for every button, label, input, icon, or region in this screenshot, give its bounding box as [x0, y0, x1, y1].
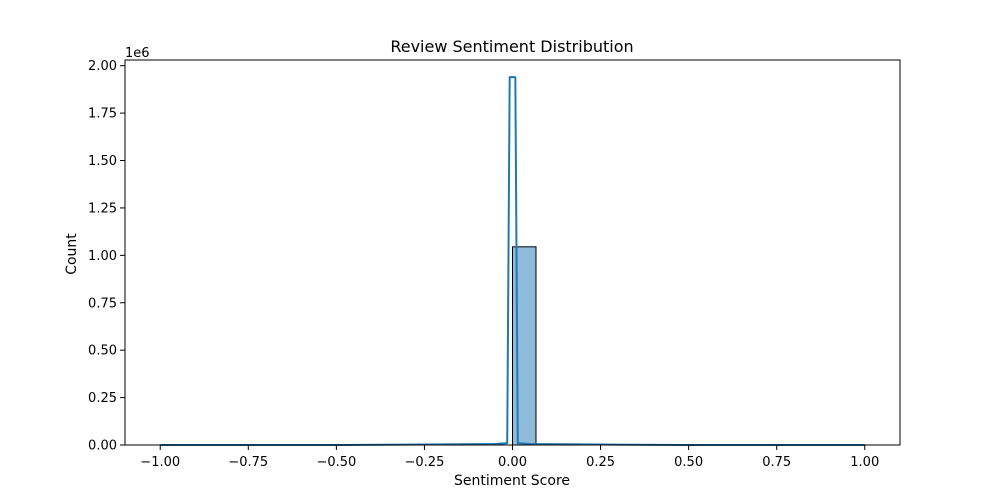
x-tick-label: 0.00: [498, 455, 527, 470]
y-axis-label: Count: [64, 233, 80, 275]
x-tick-label: −0.25: [405, 455, 445, 470]
x-tick-label: −0.75: [228, 455, 268, 470]
chart-title: Review Sentiment Distribution: [390, 37, 633, 56]
y-tick-label: 1.00: [88, 249, 117, 264]
y-tick-label: 1.25: [88, 201, 117, 216]
y-tick-label: 2.00: [88, 59, 117, 74]
x-tick-label: −1.00: [140, 455, 180, 470]
x-tick-label: 0.25: [586, 455, 615, 470]
y-tick-label: 0.75: [88, 296, 117, 311]
x-tick-label: 0.75: [762, 455, 791, 470]
axes: −1.00 −0.75 −0.50 −0.25 0.00 0.25 0.50 0.75 1.00…: [88, 59, 901, 470]
y-tick-label: 1.50: [88, 154, 117, 169]
x-tick-label: 0.50: [674, 455, 703, 470]
y-offset-label: 1e6: [125, 46, 150, 61]
y-tick-label: 0.00: [88, 439, 117, 454]
x-axis-label: Sentiment Score: [454, 473, 570, 489]
x-tick-label: 1.00: [850, 455, 879, 470]
y-tick-label: 1.75: [88, 107, 117, 122]
x-tick-label: −0.50: [316, 455, 356, 470]
y-tick-label: 0.25: [88, 391, 117, 406]
y-tick-label: 0.50: [88, 344, 117, 359]
